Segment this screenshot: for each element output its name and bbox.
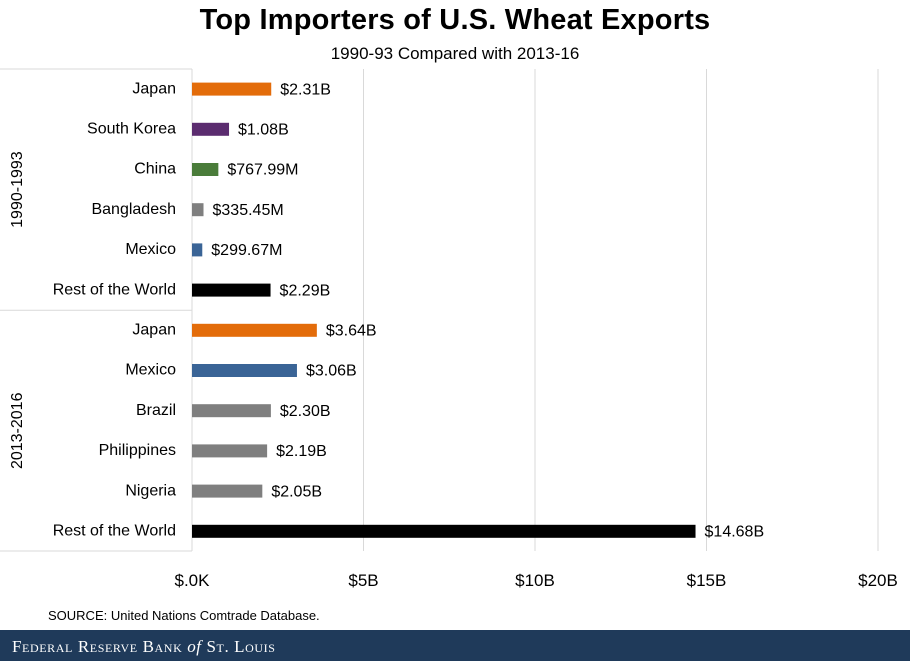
category-label-0-3: Bangladesh [91,201,176,218]
x-tick-label-2: $10B [515,571,555,590]
group-label-0: 1990-1993 [9,151,26,228]
category-label-1-4: Nigeria [125,482,176,499]
bar-1-4 [192,484,263,498]
data-label-0-2: $767.99M [227,162,298,179]
category-label-0-0: Japan [132,80,176,97]
data-label-0-0: $2.31B [280,81,331,98]
category-label-1-2: Brazil [136,402,176,419]
bar-0-1 [192,122,230,136]
data-label-1-5: $14.68B [705,524,765,541]
bar-1-0 [192,323,317,337]
bar-0-2 [192,163,219,176]
bar-1-3 [192,444,268,458]
footer-bar: Federal Reserve Bank of St. Louis [0,630,910,661]
bar-1-1 [192,364,297,377]
data-label-1-4: $2.05B [271,483,322,500]
footer-logo-text: Federal Reserve Bank of St. Louis [12,637,276,656]
x-tick-label-1: $5B [348,571,378,590]
category-label-0-4: Mexico [125,241,176,258]
data-label-0-5: $2.29B [280,282,331,299]
chart-title: Top Importers of U.S. Wheat Exports [199,4,711,36]
data-label-0-4: $299.67M [211,242,282,259]
category-label-0-1: South Korea [87,121,176,138]
category-label-1-3: Philippines [99,442,176,459]
bar-0-0 [192,82,272,96]
bar-0-3 [192,203,204,217]
data-label-0-1: $1.08B [238,122,289,139]
data-label-0-3: $335.45M [213,202,284,219]
bar-1-2 [192,404,271,418]
data-label-1-2: $2.30B [280,403,331,420]
bar-0-4 [192,243,203,257]
x-tick-label-0: $.0K [175,571,211,590]
category-label-1-1: Mexico [125,362,176,379]
bar-chart: 1990-1993 Japan $2.31B South Korea $1.08B Chi… [0,68,898,590]
group-label-1: 2013-2016 [9,392,26,469]
category-label-0-2: China [134,161,176,178]
bar-1-5 [192,524,696,538]
category-label-1-5: Rest of the World [53,523,176,540]
source-note: SOURCE: United Nations Comtrade Database… [48,608,320,623]
x-tick-label-3: $15B [687,571,727,590]
data-label-1-3: $2.19B [276,443,327,460]
data-label-1-1: $3.06B [306,363,357,380]
bar-0-5 [192,283,271,297]
data-label-1-0: $3.64B [326,323,377,340]
chart-subtitle: 1990-93 Compared with 2013-16 [330,44,580,63]
category-label-0-5: Rest of the World [53,281,176,298]
x-tick-label-4: $20B [858,571,898,590]
category-label-1-0: Japan [132,322,176,339]
